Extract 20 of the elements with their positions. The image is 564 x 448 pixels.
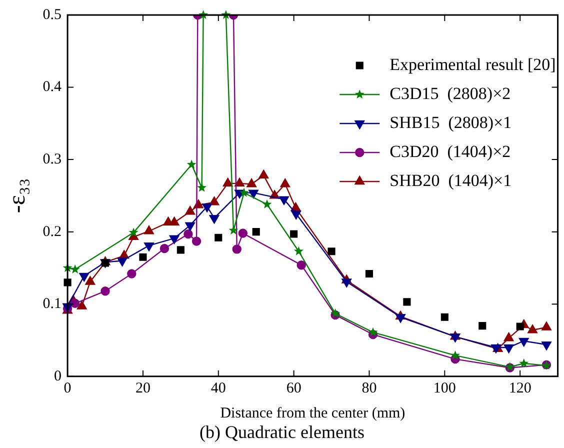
legend-label: C3D20 (1404)×2 [390,142,511,161]
legend-label: C3D15 (2808)×2 [390,84,511,103]
x-tick-label: 120 [508,380,532,396]
text: (b) Quadratic elements [200,422,364,442]
x-tick-label: 60 [286,380,302,396]
y-tick-label: 0.2 [42,224,62,240]
x-tick-label: 40 [210,380,226,396]
x-tick-label: 100 [433,380,456,396]
x-axis-title: Distance from the center (mm) [220,405,406,422]
legend-label: SHB20 (1404)×1 [390,170,512,190]
y-axis-title: -ε₃₃ [4,178,31,214]
y-tick-label: 0.1 [42,296,62,312]
y-tick-label: 0 [54,368,62,384]
y-tick-label: 0.4 [42,79,62,96]
legend-label: Experimental result [20] [390,54,556,74]
y-tick-label: 0.5 [42,6,62,23]
legend-label: SHB15 (2808)×1 [390,112,512,132]
y-tick-label: 0.3 [42,151,62,168]
x-tick-label: 20 [135,380,150,396]
x-tick-label: 80 [362,380,377,396]
